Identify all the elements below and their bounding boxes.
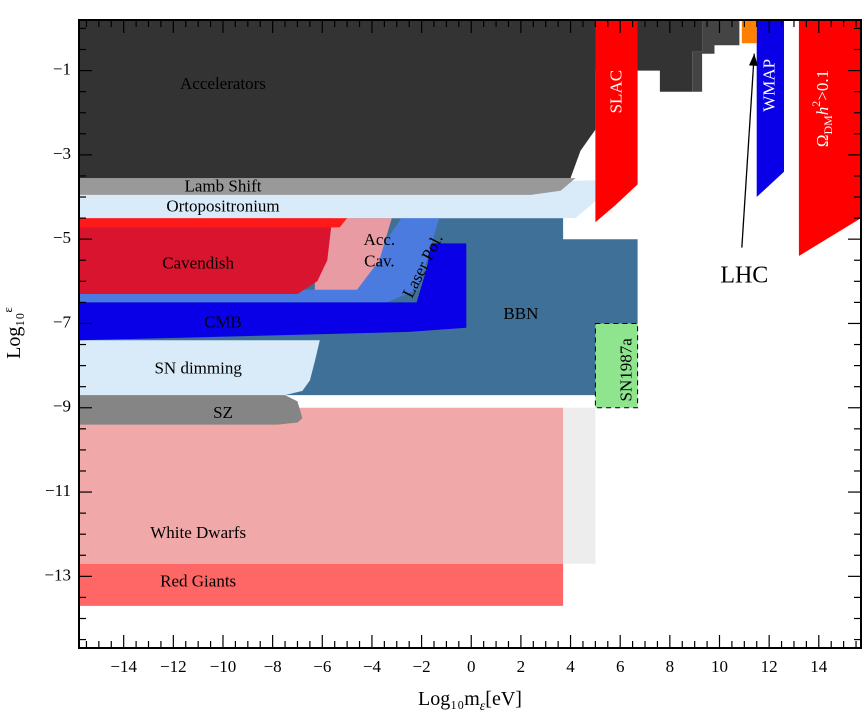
label-acc-cav: Acc. [364,230,396,249]
region-cavendish [79,218,333,294]
x-tick-label: 12 [761,657,778,676]
region-lhc [741,20,757,44]
region-cavendish-top [79,218,348,228]
label-sn-dimming: SN dimming [154,359,242,378]
y-tick-label: −3 [53,144,71,163]
y-tick-label: −1 [53,59,71,78]
x-tick-label: 14 [810,657,828,676]
x-tick-label: −6 [313,657,331,676]
regions-layer [79,20,861,606]
y-tick-label: −13 [44,565,71,584]
region-slac [595,20,638,223]
y-axis-title: Log₁₀ε [0,307,25,359]
region-accelerator-steps [637,20,740,92]
plot-frame [78,19,862,649]
label-accelerators: Accelerators [180,74,266,93]
lhc-arrow-line [741,53,755,248]
label-ortopositronium: Ortopositronium [166,196,279,215]
x-tick-label: −8 [264,657,282,676]
y-tick-label: −5 [53,228,71,247]
label-cavendish: Cavendish [162,253,234,272]
axis-titles-layer: Log₁₀mε[eV] Log₁₀ε [0,307,522,714]
y-tick-label: −9 [53,397,71,416]
label-acc-cav-line2: Cav. [364,251,395,270]
x-tick-label: −14 [110,657,137,676]
x-tick-label: −4 [363,657,382,676]
label-sz: SZ [213,403,233,422]
x-tick-label: −12 [160,657,187,676]
region-accelerators [79,20,703,179]
label-red-giants: Red Giants [160,572,236,591]
x-tick-label: 6 [616,657,625,676]
x-tick-label: 2 [517,657,526,676]
region-acc-cav [314,218,392,290]
region-sn-dimming [79,340,320,396]
lhc-arrow-head [748,53,758,66]
region-sn1987a [594,323,639,409]
label-cmb: CMB [204,312,242,331]
region-wmap [756,20,784,197]
x-tick-label: −10 [210,657,237,676]
label-lamb-shift: Lamb Shift [185,177,262,196]
ticks-layer: −14 −12 −10 −8 −6 −4 −2 0 2 4 6 8 10 12 14 −1 −3 −5 −7 −9 −1… [44,20,861,676]
annotations-layer: LHC [720,53,768,289]
label-wmap: WMAP [759,59,778,112]
label-sn1987a: SN1987a [617,338,636,402]
region-cmb [79,243,467,341]
region-white-dwarfs [79,407,564,564]
region-light-grey-band [563,407,596,564]
region-red-giants [79,563,564,606]
x-tick-label: −2 [413,657,431,676]
y-tick-label: −7 [53,312,72,331]
x-axis-title: Log₁₀mε[eV] [418,688,522,714]
y-tick-label: −11 [45,481,71,500]
label-slac: SLAC [607,70,626,113]
label-bbn: BBN [503,304,538,323]
x-tick-label: 4 [566,657,575,676]
region-omega-dm [798,20,861,256]
x-tick-label: 10 [711,657,728,676]
region-labels-layer: White Dwarfs Red Giants BBN SN1987a SN dimmi… [150,59,834,591]
x-tick-label: 8 [666,657,675,676]
region-sz [79,395,303,425]
label-lhc: LHC [720,263,768,289]
x-tick-label: 0 [467,657,476,676]
region-lamb-shift [79,178,576,195]
label-white-dwarfs: White Dwarfs [150,523,246,542]
label-omega-dm: ΩDMh2>0.1 [809,70,835,147]
